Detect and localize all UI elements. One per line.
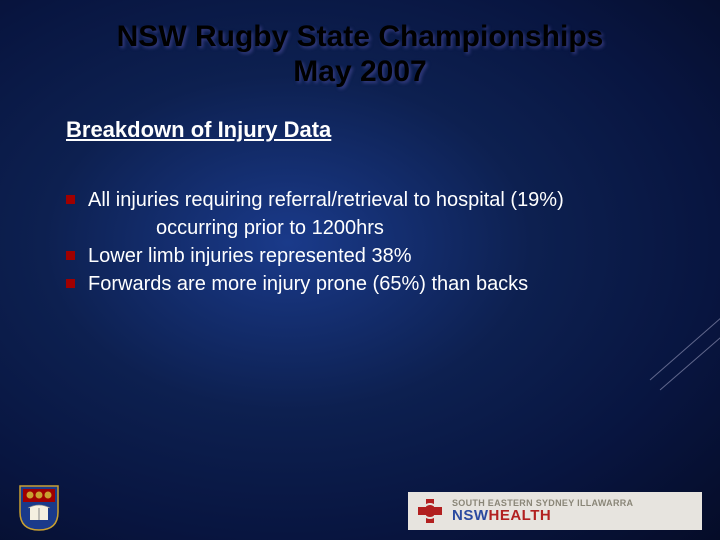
bullet-text: All injuries requiring referral/retrieva… [88, 189, 564, 211]
health-logo-line2: NSWHEALTH [452, 508, 633, 523]
title-line-1: NSW Rugby State Championships [117, 20, 604, 53]
health-logo-health: HEALTH [489, 507, 552, 524]
title-line-2: May 2007 [293, 55, 426, 88]
bullet-subtext: occurring prior to 1200hrs [66, 215, 660, 241]
slide-title: NSW Rugby State Championships May 2007 [60, 20, 660, 89]
nsw-health-logo: SOUTH EASTERN SYDNEY ILLAWARRA NSWHEALTH [408, 492, 702, 530]
bullet-item: All injuries requiring referral/retrieva… [66, 187, 660, 213]
health-logo-text: SOUTH EASTERN SYDNEY ILLAWARRA NSWHEALTH [452, 499, 633, 523]
slide-subtitle: Breakdown of Injury Data [66, 117, 660, 143]
health-cross-icon [416, 497, 444, 525]
slide-footer: SOUTH EASTERN SYDNEY ILLAWARRA NSWHEALTH [0, 484, 720, 540]
bullet-list: All injuries requiring referral/retrieva… [66, 187, 660, 297]
bullet-text: Lower limb injuries represented 38% [88, 245, 412, 267]
decorative-lines [640, 300, 720, 400]
bullet-item: Forwards are more injury prone (65%) tha… [66, 271, 660, 297]
bullet-item: Lower limb injuries represented 38% [66, 243, 660, 269]
slide: NSW Rugby State Championships May 2007 B… [0, 0, 720, 540]
health-logo-nsw: NSW [452, 507, 489, 524]
bullet-text: Forwards are more injury prone (65%) tha… [88, 273, 528, 295]
university-crest-icon [18, 484, 60, 532]
